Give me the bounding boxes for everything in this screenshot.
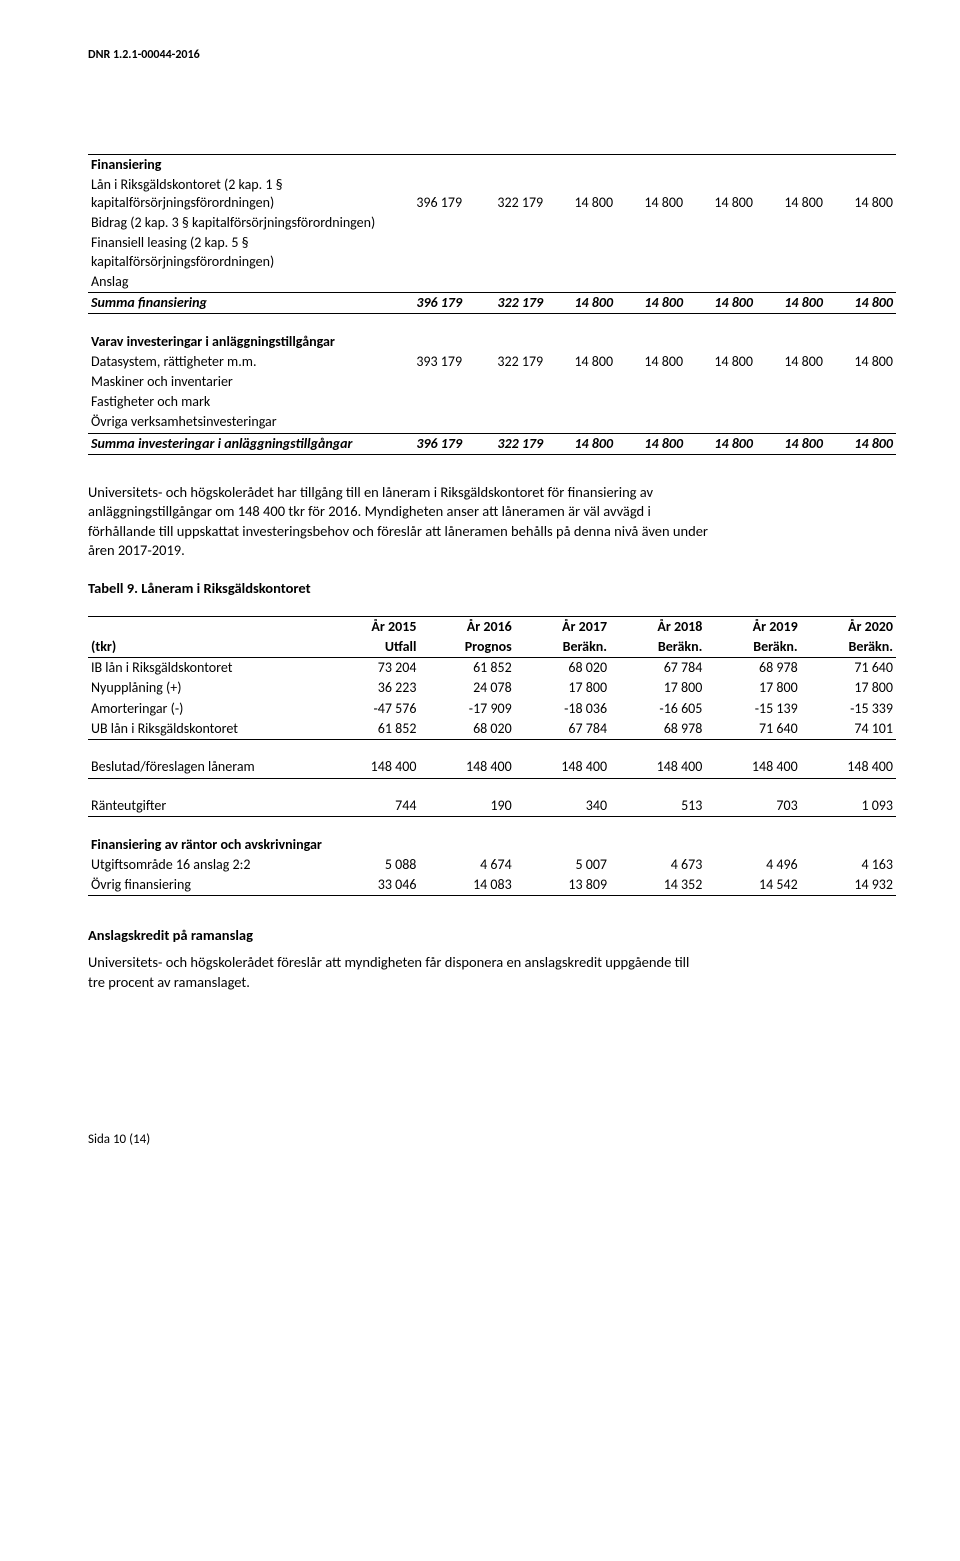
financing-header: Finansiering — [88, 154, 384, 175]
sum-investments-row: Summa investeringar i anläggningstillgån… — [88, 433, 896, 454]
table-row: Lån i Riksgäldskontoret (2 kap. 1 § kapi… — [88, 175, 896, 213]
laneram-table: År 2015 År 2016 År 2017 År 2018 År 2019 … — [88, 616, 896, 897]
document-number: DNR 1.2.1-00044-2016 — [88, 48, 896, 64]
page-footer: Sida 10 (14) — [88, 1132, 896, 1149]
year-header-row: År 2015 År 2016 År 2017 År 2018 År 2019 … — [88, 616, 896, 637]
financing-table: Finansiering Lån i Riksgäldskontoret (2 … — [88, 154, 896, 455]
ranteutgifter-row: Ränteutgifter 7441903405137031 093 — [88, 796, 896, 817]
table-row: Amorteringar (-) -47 576-17 909-18 036-1… — [88, 699, 896, 719]
table-row: Utgiftsområde 16 anslag 2:2 5 0884 6745 … — [88, 855, 896, 875]
varav-header: Varav investeringar i anläggningstillgån… — [88, 332, 384, 352]
table-row: Övriga verksamhetsinvesteringar — [88, 412, 896, 433]
paragraph-laneram: Universitets- och högskolerådet har till… — [88, 483, 708, 561]
table-row: Nyupplåning (+) 36 22324 07817 80017 800… — [88, 678, 896, 698]
table-row: Övrig finansiering 33 04614 08313 80914 … — [88, 875, 896, 896]
table-row: Finansiell leasing (2 kap. 5 § kapitalfö… — [88, 233, 896, 271]
beslutad-row: Beslutad/föreslagen låneram 148 400148 4… — [88, 757, 896, 778]
fin-rantor-header: Finansiering av räntor och avskrivningar — [88, 835, 896, 855]
table-row: Anslag — [88, 272, 896, 293]
table9-title: Tabell 9. Låneram i Riksgäldskontoret — [88, 579, 896, 598]
table-row: IB lån i Riksgäldskontoret 73 20461 8526… — [88, 658, 896, 679]
table-row: Datasystem, rättigheter m.m. 393 179 322… — [88, 352, 896, 372]
table-row: Maskiner och inventarier — [88, 372, 896, 392]
table-row: Bidrag (2 kap. 3 § kapitalförsörjningsfö… — [88, 213, 896, 233]
anslagskredit-header: Anslagskredit på ramanslag — [88, 926, 896, 945]
sum-financing-row: Summa finansiering 396 179 322 179 14 80… — [88, 292, 896, 313]
paragraph-anslagskredit: Universitets- och högskolerådet föreslår… — [88, 953, 708, 992]
col-sub-row: (tkr) Utfall Prognos Beräkn. Beräkn. Ber… — [88, 637, 896, 658]
table-row: Fastigheter och mark — [88, 392, 896, 412]
table-row: UB lån i Riksgäldskontoret 61 85268 0206… — [88, 719, 896, 740]
